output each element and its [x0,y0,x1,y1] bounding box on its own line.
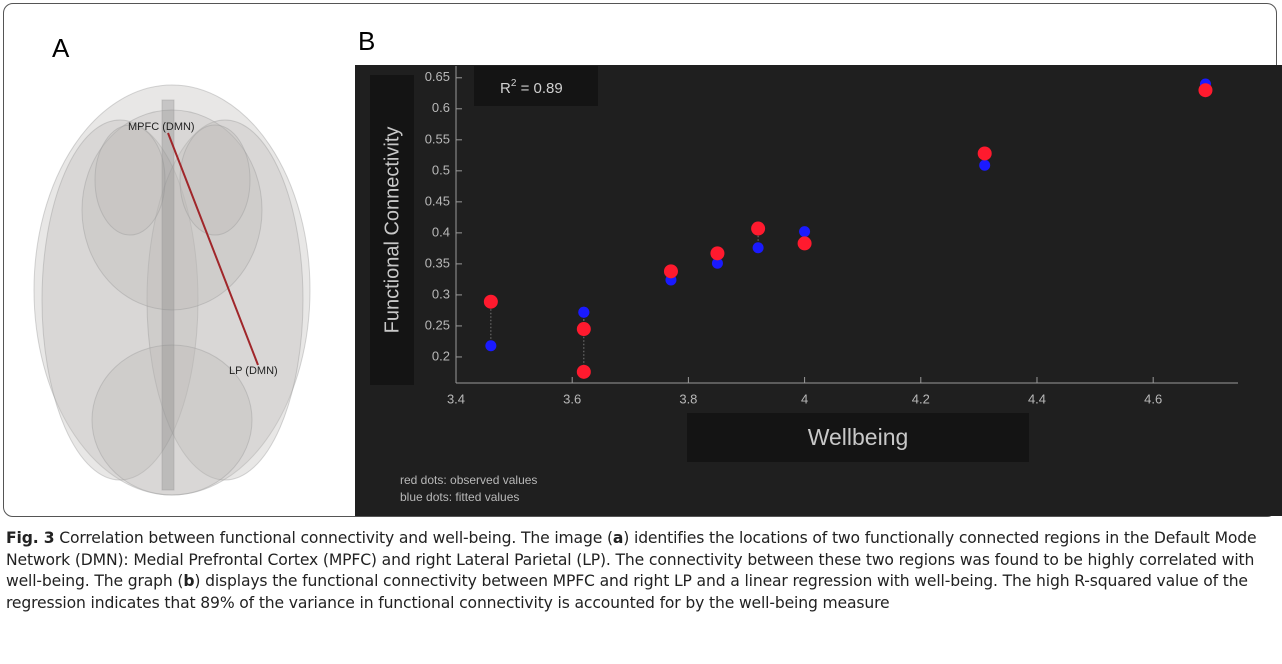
y-tick-label: 0.6 [432,100,450,115]
x-axis-label: Wellbeing [808,424,909,450]
y-tick-label: 0.25 [425,317,450,332]
annotation-base: R [500,80,511,97]
dot [753,242,764,253]
dot [751,222,765,236]
x-tick-label: 3.8 [679,391,697,406]
x-tick-label: 4 [801,391,808,406]
x-tick-label: 3.6 [563,391,581,406]
caption-text: Correlation between functional connectiv… [54,529,612,547]
caption-ref: a [613,529,623,547]
dot [484,295,498,309]
dot [485,340,496,351]
caption: Fig. 3 Correlation between functional co… [6,528,1278,614]
legend-entry: blue dots: fitted values [400,490,519,504]
page: A MPFC (DMN) LP (DMN) B Functional Conne… [0,0,1282,664]
dot [710,246,724,260]
y-tick-label: 0.3 [432,286,450,301]
dot [799,226,810,237]
figure: A MPFC (DMN) LP (DMN) B Functional Conne… [0,0,1282,520]
dot [664,264,678,278]
dot [1198,83,1212,97]
y-tick-label: 0.5 [432,162,450,177]
caption-ref: b [183,572,194,590]
annotation: R2 = 0.89 [500,78,563,97]
region-label: LP (DMN) [229,365,278,377]
legend-entry: red dots: observed values [400,473,537,487]
x-tick-label: 4.4 [1028,391,1046,406]
annotation-rest: = 0.89 [516,80,562,97]
x-tick-label: 4.2 [912,391,930,406]
x-tick-label: 3.4 [447,391,465,406]
panel-label: A [52,33,70,63]
y-tick-label: 0.45 [425,193,450,208]
y-tick-label: 0.65 [425,69,450,84]
dot [798,236,812,250]
y-tick-label: 0.4 [432,224,450,239]
region-label: MPFC (DMN) [128,121,195,133]
y-tick-label: 0.55 [425,131,450,146]
dot [979,160,990,171]
brain-image [34,85,310,495]
x-tick-label: 4.6 [1144,391,1162,406]
caption-label: Fig. 3 [6,529,54,547]
dot [578,307,589,318]
dot [577,322,591,336]
dot [978,146,992,160]
y-tick-label: 0.35 [425,255,450,270]
dot [577,365,591,379]
y-tick-label: 0.2 [432,348,450,363]
y-axis-label: Functional Connectivity [381,127,403,334]
panel-label: B [358,26,375,56]
